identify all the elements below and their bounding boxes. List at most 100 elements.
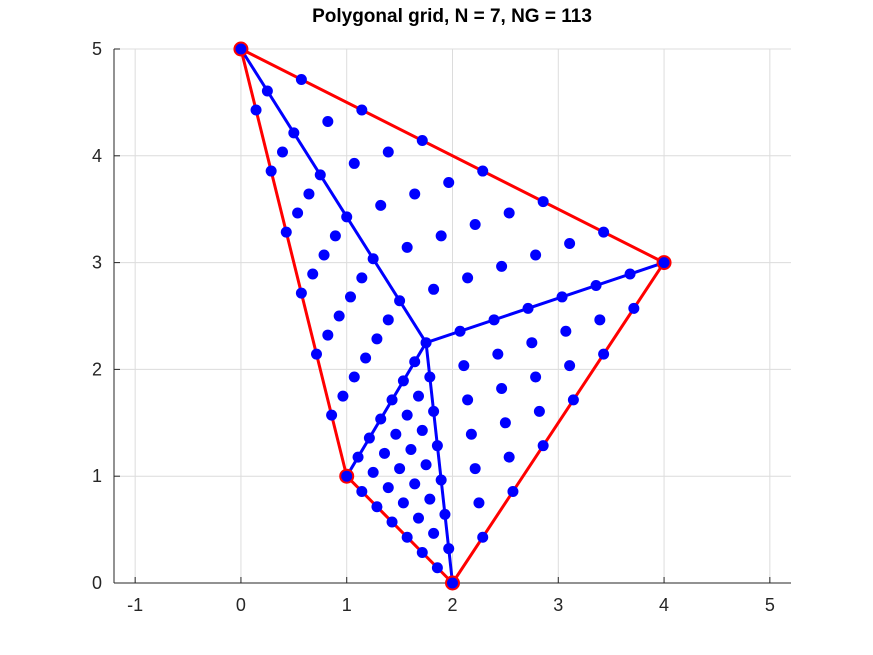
x-tick-label: 3 [553, 595, 563, 615]
grid-point [435, 474, 447, 486]
grid-point [409, 478, 421, 490]
grid-point [537, 440, 549, 452]
grid-point [348, 371, 360, 383]
grid-point [598, 226, 610, 238]
x-tick-label: 5 [765, 595, 775, 615]
grid-point [428, 405, 440, 417]
grid-point [454, 325, 466, 337]
grid-point [477, 165, 489, 177]
grid-point [431, 562, 443, 574]
grid-point [496, 382, 508, 394]
grid-point [507, 485, 519, 497]
grid-point [295, 287, 307, 299]
grid-point [564, 360, 576, 372]
grid-point [322, 115, 334, 127]
grid-point [378, 447, 390, 459]
grid-point [416, 135, 428, 147]
grid-point [424, 371, 436, 383]
grid-point [473, 497, 485, 509]
grid-point [416, 424, 428, 436]
grid-point [382, 314, 394, 326]
grid-point [352, 451, 364, 463]
grid-point [397, 375, 409, 387]
grid-point [424, 493, 436, 505]
grid-point [341, 211, 353, 223]
polygon-vertex [339, 468, 355, 484]
grid-point [435, 230, 447, 242]
grid-point [412, 512, 424, 524]
grid-point [310, 348, 322, 360]
grid-point [564, 238, 576, 250]
grid-point [439, 508, 451, 520]
y-tick-label: 4 [92, 146, 102, 166]
grid-point [261, 85, 273, 97]
grid-point [416, 546, 428, 558]
grid-point [333, 310, 345, 322]
x-tick-label: 2 [447, 595, 457, 615]
grid-point [431, 440, 443, 452]
grid-point [477, 531, 489, 543]
grid-point [405, 444, 417, 455]
grid-point [356, 272, 368, 284]
grid-point [409, 356, 421, 368]
vertex-markers [233, 41, 672, 591]
grid-point [386, 394, 398, 406]
grid-point [329, 230, 341, 242]
grid-point [462, 272, 474, 284]
grid-point [412, 390, 424, 402]
grid-point [443, 177, 455, 188]
x-tick-label: 0 [236, 595, 246, 615]
grid-point [503, 207, 515, 219]
grid-point [420, 459, 432, 471]
grid-point [499, 417, 511, 429]
grid-point [295, 74, 307, 86]
grid-point [458, 360, 470, 372]
grid-point [375, 199, 387, 211]
y-tick-label: 5 [92, 39, 102, 59]
grid-point [401, 531, 413, 543]
grid-point [397, 497, 409, 509]
grid-point [356, 104, 368, 116]
grid-point [394, 295, 406, 307]
grid-point [522, 302, 534, 314]
grid-point [307, 268, 319, 280]
y-tick-label: 0 [92, 573, 102, 593]
grid-point [250, 104, 262, 116]
grid-point [348, 157, 360, 169]
spoke-line [424, 342, 454, 584]
grid-point [356, 485, 368, 497]
grid-point [276, 146, 288, 158]
grid-point [624, 268, 636, 280]
grid-point [322, 329, 334, 341]
tick-labels: -1 0 1 2 3 4 5 0 1 2 3 4 5 [92, 39, 775, 615]
grid-point [371, 333, 383, 345]
grid-point [496, 260, 508, 272]
grid-point [386, 516, 398, 528]
grid-point [526, 337, 538, 349]
grid-point [560, 325, 572, 337]
grid-point [590, 279, 602, 291]
y-tick-label: 2 [92, 359, 102, 379]
grid-point [318, 249, 330, 261]
grid-point [488, 314, 500, 326]
grid-point [567, 394, 579, 406]
grid-point [469, 218, 481, 230]
grid-point [360, 352, 372, 364]
spoke-line [239, 48, 428, 344]
grid-point [375, 413, 387, 425]
grid-point [292, 207, 304, 219]
grid-point [533, 405, 545, 417]
grid-point [337, 390, 349, 402]
grid-point [401, 241, 413, 253]
grid-point [390, 428, 402, 440]
spoke-line [425, 261, 665, 345]
grid-point [363, 432, 375, 444]
grid-point [443, 543, 455, 555]
grid-point [594, 314, 606, 326]
grid-point [428, 527, 440, 539]
grid-point [556, 291, 568, 303]
grid-points [235, 43, 670, 589]
grid-lines [114, 48, 791, 584]
grid-point [492, 348, 504, 360]
grid-point [537, 196, 549, 208]
